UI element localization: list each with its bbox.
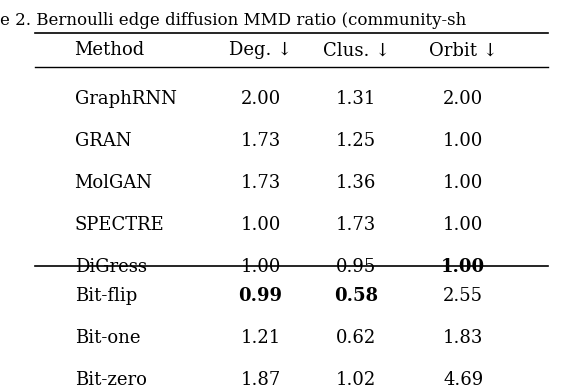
Text: 0.99: 0.99 (238, 287, 282, 305)
Text: 1.25: 1.25 (336, 132, 376, 150)
Text: Deg. ↓: Deg. ↓ (229, 41, 292, 59)
Text: 1.00: 1.00 (443, 174, 483, 192)
Text: Orbit ↓: Orbit ↓ (429, 41, 498, 59)
Text: 1.36: 1.36 (336, 174, 376, 192)
Text: 1.83: 1.83 (443, 329, 483, 347)
Text: 1.00: 1.00 (241, 258, 281, 276)
Text: DiGress: DiGress (75, 258, 147, 276)
Text: 1.21: 1.21 (241, 329, 281, 347)
Text: 0.58: 0.58 (334, 287, 378, 305)
Text: GraphRNN: GraphRNN (75, 90, 177, 108)
Text: 2.55: 2.55 (443, 287, 483, 305)
Text: 1.02: 1.02 (336, 371, 376, 389)
Text: 1.00: 1.00 (441, 258, 485, 276)
Text: 1.00: 1.00 (241, 216, 281, 234)
Text: 0.62: 0.62 (336, 329, 376, 347)
Text: Bit-flip: Bit-flip (75, 287, 137, 305)
Text: Clus. ↓: Clus. ↓ (323, 41, 390, 59)
Text: Method: Method (75, 41, 145, 59)
Text: Bit-one: Bit-one (75, 329, 140, 347)
Text: 4.69: 4.69 (443, 371, 483, 389)
Text: 1.87: 1.87 (241, 371, 281, 389)
Text: 1.73: 1.73 (241, 174, 281, 192)
Text: Bit-zero: Bit-zero (75, 371, 147, 389)
Text: GRAN: GRAN (75, 132, 131, 150)
Text: MolGAN: MolGAN (75, 174, 153, 192)
Text: 1.73: 1.73 (241, 132, 281, 150)
Text: 0.95: 0.95 (336, 258, 376, 276)
Text: SPECTRE: SPECTRE (75, 216, 164, 234)
Text: 1.00: 1.00 (443, 132, 483, 150)
Text: e 2. Bernoulli edge diffusion MMD ratio (community-sh: e 2. Bernoulli edge diffusion MMD ratio … (0, 12, 466, 29)
Text: 1.73: 1.73 (336, 216, 376, 234)
Text: 1.31: 1.31 (336, 90, 376, 108)
Text: 2.00: 2.00 (443, 90, 483, 108)
Text: 1.00: 1.00 (443, 216, 483, 234)
Text: 2.00: 2.00 (241, 90, 281, 108)
